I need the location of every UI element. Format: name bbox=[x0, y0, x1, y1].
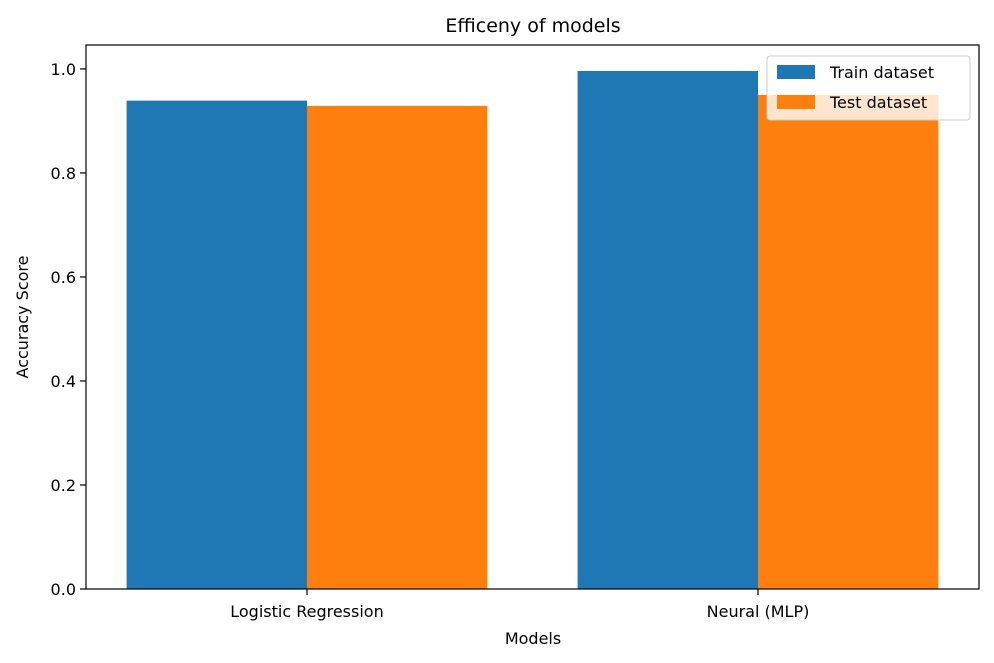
y-axis: 0.0 0.2 0.4 0.6 0.8 1.0 bbox=[51, 60, 86, 599]
axes-frame bbox=[85, 44, 980, 590]
y-tick-label: 0.6 bbox=[51, 268, 76, 287]
x-axis: Logistic Regression Neural (MLP) bbox=[230, 589, 809, 621]
legend: Train dataset Test dataset bbox=[766, 55, 971, 121]
bar-test-1 bbox=[758, 94, 939, 590]
y-tick-label: 1.0 bbox=[51, 60, 76, 79]
y-axis-label: Accuracy Score bbox=[13, 256, 32, 379]
y-tick-label: 0.8 bbox=[51, 164, 76, 183]
legend-label-1: Test dataset bbox=[829, 93, 927, 112]
x-tick-label: Neural (MLP) bbox=[707, 602, 810, 621]
legend-label-0: Train dataset bbox=[829, 63, 934, 82]
bar-test-0 bbox=[306, 105, 488, 590]
y-tick-label: 0.0 bbox=[51, 580, 76, 599]
x-axis-label: Models bbox=[505, 629, 561, 648]
legend-swatch-0 bbox=[777, 65, 815, 79]
bar-train-0 bbox=[126, 100, 307, 589]
y-tick-label: 0.2 bbox=[51, 476, 76, 495]
legend-swatch-1 bbox=[777, 95, 815, 109]
plot-area bbox=[126, 71, 939, 590]
legend-frame bbox=[766, 55, 971, 121]
x-tick-label: Logistic Regression bbox=[230, 602, 383, 621]
bar-train-1 bbox=[577, 71, 759, 589]
chart-title: Efficeny of models bbox=[445, 15, 620, 37]
y-tick-label: 0.4 bbox=[51, 372, 76, 391]
